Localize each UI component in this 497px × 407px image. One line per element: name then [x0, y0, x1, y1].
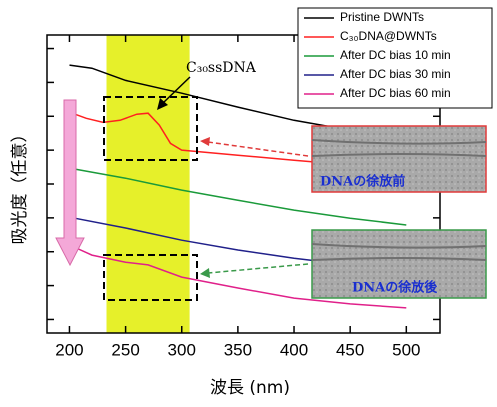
pink-arrow [56, 100, 84, 265]
x-axis-label: 波長 (nm) [210, 378, 290, 398]
annotation: C₃₀ssDNA [186, 60, 257, 76]
legend-label: After DC bias 60 min [340, 86, 451, 100]
inset-label: DNAの徐放前 [320, 174, 405, 190]
legend-label: After DC bias 30 min [340, 67, 451, 81]
legend-label: After DC bias 10 min [340, 48, 451, 62]
insets: DNAの徐放前 DNAの徐放後 [312, 126, 486, 298]
x-tick-label: 350 [224, 340, 252, 359]
arrow-head [200, 268, 210, 278]
x-tick-label: 400 [280, 340, 308, 359]
y-axis-label: 吸光度（任意） [10, 126, 30, 245]
arrow-head [200, 137, 210, 146]
chart: 200250300350400450500 C₃₀ssDNA DNAの徐放前DN… [0, 0, 497, 407]
inset-label: DNAの徐放後 [352, 280, 438, 296]
x-tick-label: 300 [168, 340, 196, 359]
legend-label: C₃₀DNA@DWNTs [340, 29, 437, 43]
legend-label: Pristine DWNTs [340, 10, 424, 24]
legend: Pristine DWNTs C₃₀DNA@DWNTs After DC bias … [298, 8, 492, 108]
inset-arrow [208, 264, 308, 273]
highlight-band [107, 35, 190, 333]
x-tick-label: 250 [111, 340, 139, 359]
x-tick-label: 500 [392, 340, 420, 359]
x-tick-label: 450 [336, 340, 364, 359]
x-tick-label: 200 [55, 340, 83, 359]
